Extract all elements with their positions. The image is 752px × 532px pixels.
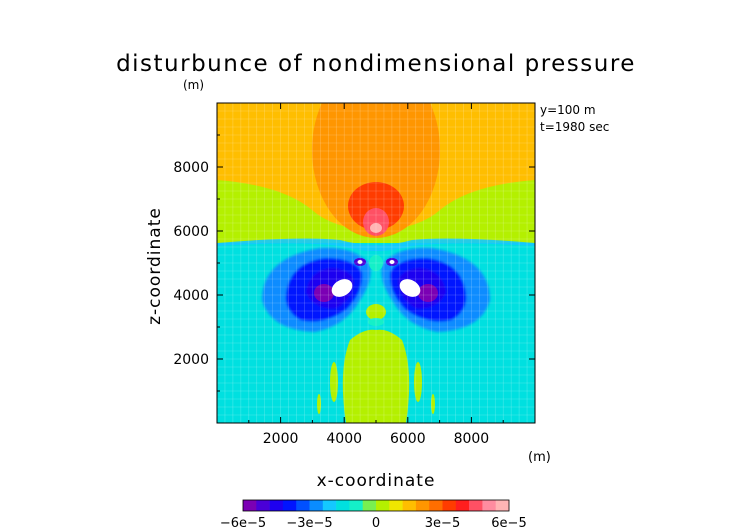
colorbar-swatch — [402, 500, 417, 511]
colorbar-swatch — [322, 500, 337, 511]
wing-band — [217, 238, 535, 251]
x-unit-label: (m) — [528, 450, 551, 465]
colorbar-swatch — [336, 500, 350, 511]
y-unit-label: (m) — [183, 78, 204, 92]
upper-max-outer — [348, 182, 404, 230]
colorbar-tick-label: 3e−5 — [425, 516, 460, 531]
left-vortex-min — [314, 284, 334, 302]
colorbar-swatch — [362, 500, 377, 511]
left-vortex-core — [331, 279, 353, 297]
lower-sliver-right — [431, 394, 435, 414]
x-tick-label: 8000 — [454, 431, 490, 447]
colorbar-swatch — [415, 500, 430, 511]
lower-side-right — [414, 362, 422, 402]
y-tick-label: 8000 — [173, 160, 209, 176]
colorbar-tick-label: −6e−5 — [220, 516, 266, 531]
lower-side-left — [330, 362, 338, 402]
y-axis-label: z-coordinate — [145, 207, 165, 325]
y-tick-label: 6000 — [173, 224, 209, 240]
colorbar-swatch — [429, 500, 443, 511]
right-vortex-min — [418, 284, 438, 302]
upper-plume — [312, 103, 440, 238]
left-small-core — [357, 260, 363, 264]
colorbar-swatch — [482, 500, 496, 511]
colorbar-tick-label: −3e−5 — [286, 516, 332, 531]
lower-column — [342, 329, 410, 423]
upper-max-inner — [363, 208, 389, 236]
grid — [217, 103, 535, 423]
x-tick-label: 6000 — [390, 431, 426, 447]
lower-neck — [368, 318, 384, 326]
contour-field — [217, 103, 535, 423]
colorbar-tick-label: 0 — [372, 516, 380, 531]
colorbar-frame — [242, 499, 510, 512]
lower-sliver-left — [317, 394, 321, 414]
upper-max-core — [370, 223, 382, 233]
colorbar-swatch — [349, 500, 363, 511]
annotation-y: y=100 m — [540, 103, 596, 117]
colorbar-swatch — [376, 500, 390, 511]
colorbar-tick-label: 6e−5 — [491, 516, 526, 531]
colorbar: −6e−5 −3e−5 0 3e−5 6e−5 — [220, 499, 527, 531]
colorbar-swatch — [495, 500, 510, 511]
x-axis-label: x-coordinate — [317, 471, 436, 491]
colorbar-swatch — [269, 500, 284, 511]
x-tick-label: 4000 — [326, 431, 362, 447]
colorbar-swatch — [389, 500, 403, 511]
axis-ticks: 2000 4000 6000 8000 2000 4000 6000 8000 — [173, 103, 535, 447]
right-small-core — [389, 260, 395, 264]
annotation-time: t=1980 sec — [540, 120, 609, 134]
y-tick-label: 2000 — [173, 352, 209, 368]
center-gap — [369, 255, 383, 271]
colorbar-swatch — [243, 500, 257, 511]
colorbar-swatch — [309, 500, 324, 511]
colorbar-swatch — [442, 500, 457, 511]
colorbar-swatch — [296, 500, 310, 511]
chart-title: disturbunce of nondimensional pressure — [116, 51, 636, 77]
colorbar-swatch — [469, 500, 483, 511]
colorbar-swatch — [455, 500, 470, 511]
right-vortex-core — [399, 279, 421, 297]
y-tick-label: 4000 — [173, 288, 209, 304]
x-tick-label: 2000 — [263, 431, 299, 447]
colorbar-swatch — [256, 500, 270, 511]
colorbar-swatch — [282, 500, 297, 511]
lower-column-top — [366, 304, 386, 320]
